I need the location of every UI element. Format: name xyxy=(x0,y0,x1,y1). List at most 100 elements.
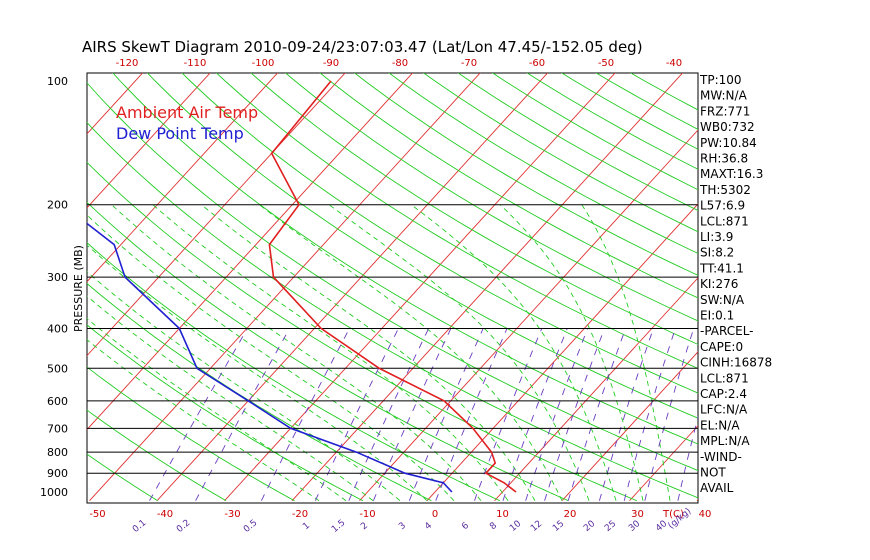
mixing-ratio-line xyxy=(474,328,543,501)
pressure-tick-label: 800 xyxy=(47,446,68,459)
top-temperature-ticks: -120 -110 -100 -90 -80 -70 -60 -50 -40 xyxy=(116,58,683,69)
moist-adiabat-line xyxy=(410,204,617,501)
pressure-tick-label: 400 xyxy=(47,322,68,335)
dry-adiabat-line xyxy=(250,73,698,345)
mixing-ratio-line xyxy=(195,328,290,501)
dry-adiabat-line xyxy=(319,73,698,299)
top-temp-tick-label: -60 xyxy=(529,58,545,69)
top-temp-tick-label: -110 xyxy=(184,58,207,69)
isotherm-line xyxy=(291,73,684,502)
bottom-temp-tick-label: -30 xyxy=(224,509,240,520)
isotherm-line xyxy=(359,129,698,502)
pressure-tick-label: 100 xyxy=(47,75,68,88)
pressure-tick-label: 300 xyxy=(47,271,68,284)
dry-adiabat-line xyxy=(87,121,698,499)
moist-adiabat-line xyxy=(201,204,536,501)
stability-index-label: TP:100 xyxy=(699,73,742,87)
dry-adiabat-line xyxy=(87,161,637,502)
dry-adiabat-line xyxy=(87,82,698,472)
stability-index-label: MAXT:16.3 xyxy=(700,167,763,181)
stability-index-label: MPL:N/A xyxy=(700,434,750,448)
stability-index-label: TT:41.1 xyxy=(699,261,744,275)
stability-index-label: NOT xyxy=(700,466,726,480)
mixing-ratio-tick-label: 1 xyxy=(301,521,312,532)
stability-index-label: -WIND- xyxy=(700,450,742,464)
isotherm-line xyxy=(765,62,870,501)
bottom-temp-tick-label: -10 xyxy=(359,509,375,520)
isotherm-line xyxy=(87,73,211,209)
stability-index-label: L57:6.9 xyxy=(700,199,745,213)
top-temp-tick-label: -80 xyxy=(392,58,408,69)
dry-adiabat-line xyxy=(87,366,295,502)
mixing-ratio-tick-label: 0.1 xyxy=(131,518,148,535)
plot-frame xyxy=(86,72,699,504)
dry-adiabat-line xyxy=(87,453,158,502)
mixing-ratio-ticks: 0.1 0.2 0.5 1 1.5 2 3 4 6 8 10 12 15 20 25 30 40 xyxy=(131,518,670,535)
moist-adiabat-line xyxy=(581,204,671,501)
isotherm-line xyxy=(629,425,698,502)
stability-index-label: PW:10.84 xyxy=(700,136,757,150)
mixing-ratio-line xyxy=(525,328,589,501)
legend-dew-point-temp: Dew Point Temp xyxy=(116,124,244,143)
moist-adiabat-line xyxy=(87,271,401,502)
stability-index-label: TH:5302 xyxy=(699,183,751,197)
bottom-temp-tick-label: -20 xyxy=(292,509,308,520)
mixing-ratio-tick-label: 1.5 xyxy=(330,518,347,535)
stability-index-label: CAP:2.4 xyxy=(700,387,747,401)
mixing-ratio-tick-label: 10 xyxy=(508,519,523,534)
isotherm-line xyxy=(87,73,414,431)
dry-adiabat-line xyxy=(491,73,698,191)
isotherm-line xyxy=(561,351,698,502)
isotherm-line xyxy=(89,73,481,502)
bottom-temp-tick-label: -40 xyxy=(157,509,173,520)
mixing-ratio-tick-label: 2 xyxy=(359,521,370,532)
isobar-lines xyxy=(87,204,698,474)
dry-adiabat-line xyxy=(181,73,698,394)
mixing-ratio-tick-label: 0.2 xyxy=(175,518,192,535)
moist-adiabat-line xyxy=(259,204,563,501)
moist-adiabat-line xyxy=(87,318,347,502)
dry-adiabat-line xyxy=(284,73,698,322)
stability-index-label: WB0:732 xyxy=(700,120,755,134)
isotherm-line xyxy=(87,73,346,357)
moist-adiabat-line xyxy=(87,244,428,502)
mixing-ratio-tick-label: 3 xyxy=(397,521,408,532)
stability-index-label: EI:0.1 xyxy=(700,309,734,323)
stability-index-label: FRZ:771 xyxy=(700,104,750,118)
isotherm-line xyxy=(426,203,698,502)
top-temp-tick-label: -120 xyxy=(116,58,139,69)
stability-index-label: CINH:16878 xyxy=(700,356,772,370)
mixing-ratio-tick-label: 30 xyxy=(627,519,642,534)
mixing-ratio-line xyxy=(260,328,350,501)
mixing-ratio-tick-label: 6 xyxy=(460,521,471,533)
mixing-ratio-tick-label: 15 xyxy=(551,519,566,534)
dry-adiabat-line xyxy=(87,324,364,502)
dry-adiabat-line xyxy=(146,73,698,419)
mixing-ratio-tick-label: 40 xyxy=(654,519,669,534)
mixing-ratio-line xyxy=(567,328,627,501)
mixing-ratio-line xyxy=(372,328,452,501)
stability-index-label: AVAIL xyxy=(700,481,734,495)
bottom-temp-tick-label: 10 xyxy=(496,509,509,520)
top-temp-tick-label: -90 xyxy=(323,58,339,69)
mixing-ratio-line xyxy=(644,328,695,501)
pressure-tick-label: 200 xyxy=(47,199,68,212)
dry-adiabat-line xyxy=(388,73,698,254)
isotherm-line xyxy=(0,62,17,501)
bottom-temperature-ticks: -50 -40 -30 -20 -10 0 10 20 30 40 xyxy=(89,509,711,520)
mixing-ratio-line xyxy=(502,328,568,501)
stability-index-label: MW:N/A xyxy=(700,89,748,103)
pressure-tick-label: 1000 xyxy=(40,486,68,499)
moist-adiabat-line xyxy=(87,214,455,502)
pressure-tick-label: 600 xyxy=(47,395,68,408)
grid-lines xyxy=(0,62,870,502)
chart-title: AIRS SkewT Diagram 2010-09-24/23:07:03.4… xyxy=(82,38,643,56)
moist-adiabat-line xyxy=(152,204,509,501)
mixing-ratio-line xyxy=(623,328,676,501)
x-unit-label: T(C) xyxy=(662,509,684,520)
mixing-ratio-line xyxy=(677,415,698,501)
mixing-ratio-line xyxy=(544,328,605,501)
mixing-ratio-tick-label: 4 xyxy=(423,521,434,533)
